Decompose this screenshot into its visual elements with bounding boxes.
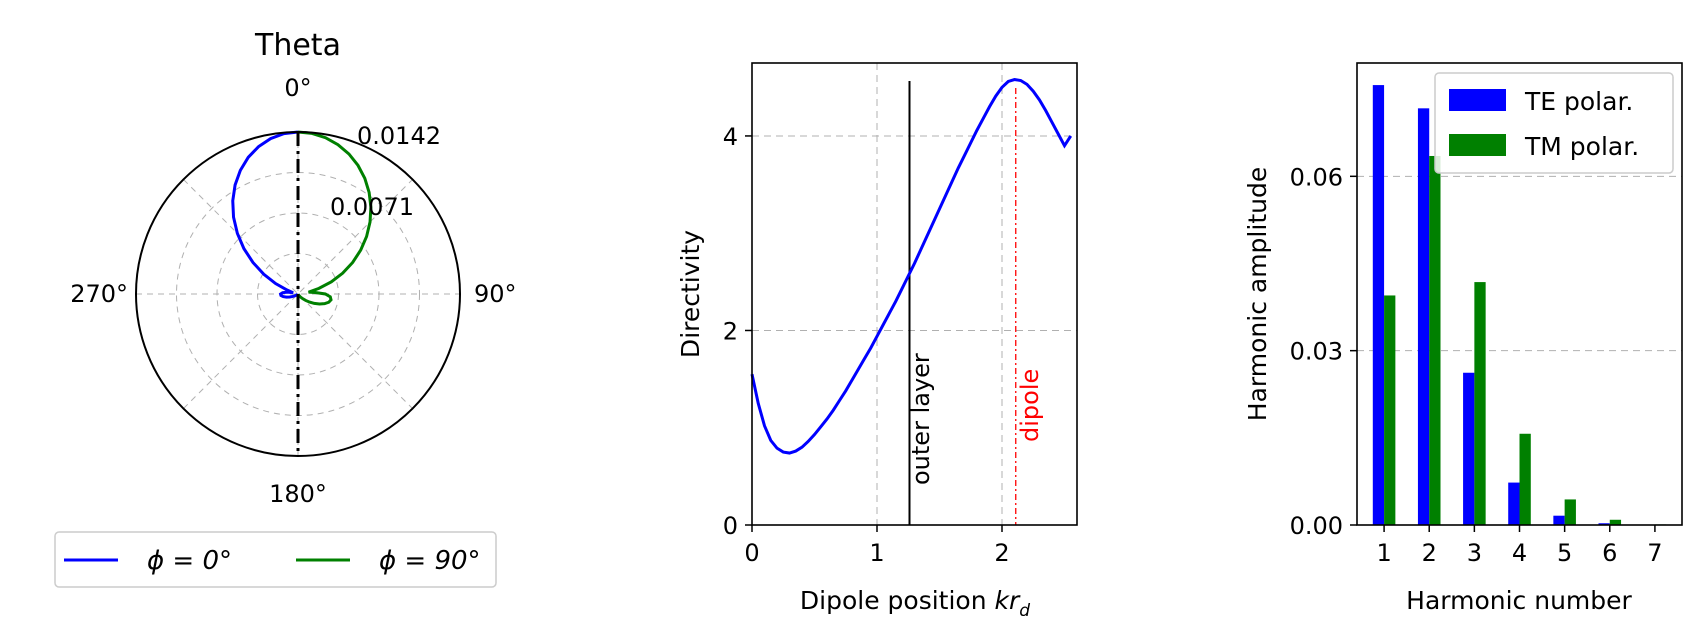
harmonic-xtick-label: 4 [1512,539,1527,567]
harmonic-ylabel: Harmonic amplitude [1243,167,1272,421]
harmonic-xtick-label: 3 [1467,539,1482,567]
harmonic-bar-te-1 [1372,85,1385,526]
polar-angle-label-90: 90° [474,280,517,308]
harmonic-xtick-label: 1 [1376,539,1391,567]
polar-grid-spoke-135 [183,179,413,409]
harmonic-ytick-label: 0.03 [1290,338,1343,366]
harmonic-gridlines [1357,175,1682,352]
legend-swatch-te [1449,89,1506,111]
harmonic-xtick-label: 5 [1557,539,1572,567]
legend-label-phi0: ϕ = 0° [147,546,232,576]
harmonic-bar-te-5 [1553,515,1565,525]
polar-legend: ϕ = 0° ϕ = 90° [54,531,497,588]
harmonic-xtick-label: 2 [1422,539,1437,567]
polar-angle-label-0: 0° [284,74,311,102]
directivity-markers [908,81,1017,525]
harmonic-ticks: 0.00 0.03 0.06 1 2 3 4 5 6 7 [1290,163,1663,567]
outer-layer-label: outer layer [907,353,935,485]
directivity-xtick-label: 0 [744,539,759,567]
legend-frame [54,531,497,588]
harmonic-bar-te-4 [1508,482,1520,525]
polar-angle-label-270: 270° [70,280,128,308]
directivity-line [750,77,1073,455]
dipole-label: dipole [1016,369,1044,442]
directivity-gridlines [752,63,1077,525]
directivity-axes-frame [751,62,1078,526]
directivity-xlabel: Dipole position krd [800,586,1030,621]
directivity-ytick-label: 0 [723,512,738,540]
polar-radial-label-inner: 0.0071 [330,193,414,221]
polar-angle-label-180: 180° [269,480,327,508]
harmonic-bar-tm-4 [1519,433,1531,525]
legend-swatch-tm [1449,134,1506,156]
polar-series-line-1 [296,130,373,306]
harmonic-ytick-label: 0.00 [1290,512,1343,540]
legend-label-te: TE polar. [1524,87,1633,116]
harmonic-ytick-label: 0.06 [1290,163,1343,191]
polar-series-line-0 [231,130,300,299]
directivity-xtick-label: 2 [994,539,1009,567]
harmonic-legend: TE polar. TM polar. [1434,72,1674,174]
directivity-ticks: 0 1 2 0 2 4 [723,123,1010,567]
harmonic-bar-te-6 [1598,523,1610,525]
harmonic-xtick-label: 6 [1602,539,1617,567]
legend-label-phi90: ϕ = 90° [379,546,481,576]
polar-title: Theta [254,28,341,63]
polar-plot: Theta 0° 90° 180° 270° 0.0071 0.0142 ϕ =… [54,28,517,588]
harmonic-bars [1372,85,1667,526]
harmonic-bar-tm-5 [1564,499,1576,525]
polar-series [231,130,373,306]
directivity-ytick-label: 4 [723,123,738,151]
harmonic-bar-tm-3 [1474,282,1486,525]
harmonic-bar-te-2 [1417,108,1430,525]
harmonic-xlabel: Harmonic number [1406,586,1632,615]
polar-radial-label-outer: 0.0142 [357,122,441,150]
directivity-plot: 0 1 2 0 2 4 Directivity Dipole position krd o… [676,62,1078,621]
harmonic-bar-te-3 [1463,372,1475,525]
directivity-ylabel: Directivity [676,230,705,358]
directivity-ytick-label: 2 [723,317,738,345]
harmonic-plot: 0.00 0.03 0.06 1 2 3 4 5 6 7 Harmonic amplitude H… [1243,62,1683,615]
harmonic-xtick-label: 7 [1647,539,1662,567]
legend-label-tm: TM polar. [1524,132,1639,161]
harmonic-bar-tm-1 [1384,295,1396,525]
harmonic-bar-tm-2 [1429,155,1441,525]
directivity-xtick-label: 1 [869,539,884,567]
harmonic-bar-tm-6 [1609,519,1622,525]
